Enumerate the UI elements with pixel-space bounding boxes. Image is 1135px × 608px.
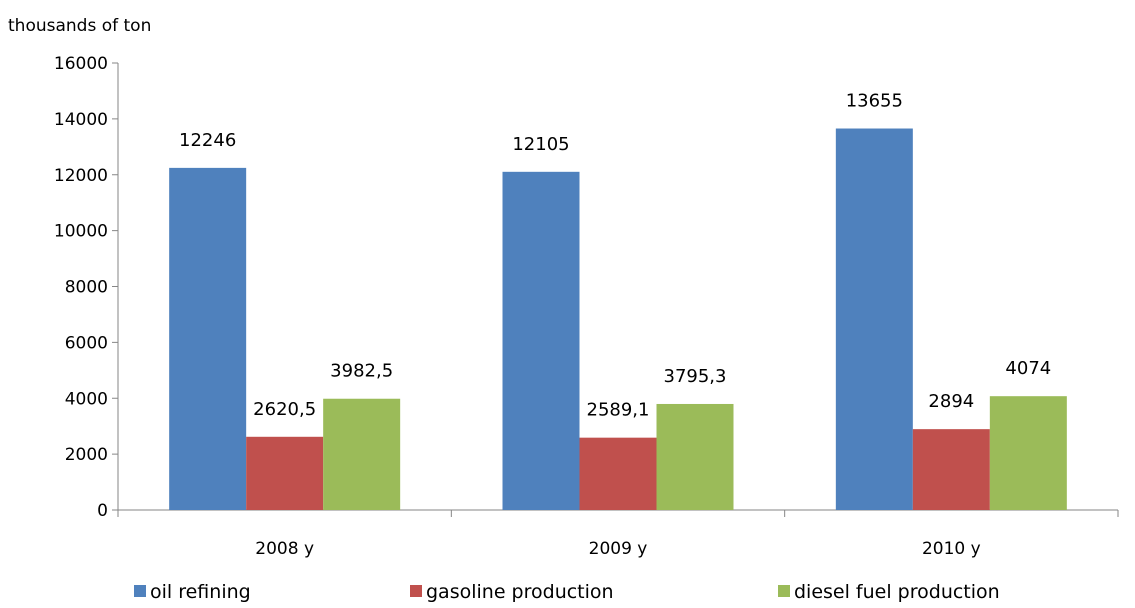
legend-swatch [134, 585, 146, 597]
x-tick-label: 2008 y [255, 539, 314, 559]
x-tick-label: 2009 y [589, 539, 648, 559]
unit-label: thousands of ton [8, 16, 151, 36]
y-tick-label: 6000 [65, 333, 108, 353]
data-label: 12105 [512, 134, 569, 155]
data-label: 2894 [928, 391, 974, 412]
legend: oil refining gasoline production diesel fu… [134, 581, 1000, 603]
y-tick-label: 14000 [54, 110, 108, 130]
bar-2-2 [579, 437, 657, 510]
data-label: 13655 [846, 91, 903, 112]
bar-2-3 [912, 429, 990, 510]
y-tick-label: 4000 [65, 389, 108, 409]
bar-1-2 [502, 171, 580, 510]
bar-3-3 [989, 396, 1067, 510]
bar-1-3 [835, 128, 913, 511]
x-tick-label: 2010 y [922, 539, 981, 559]
y-tick-label: 8000 [65, 278, 108, 298]
bar-1-1 [169, 167, 247, 510]
data-label: 12246 [179, 130, 236, 151]
legend-swatch [778, 585, 790, 597]
data-label: 2620,5 [253, 399, 316, 420]
y-tick-label: 16000 [54, 54, 108, 74]
y-tick-label: 2000 [65, 445, 108, 465]
legend-label: gasoline production [426, 581, 614, 603]
y-tick-label: 12000 [54, 166, 108, 186]
legend-label: oil refining [150, 581, 251, 603]
bar-3-2 [656, 403, 734, 510]
data-label: 4074 [1005, 358, 1051, 379]
data-label: 3982,5 [330, 361, 393, 382]
bar-2-1 [246, 436, 324, 510]
bar-3-1 [323, 398, 401, 510]
legend-label: diesel fuel production [794, 581, 1000, 603]
legend-swatch [410, 585, 422, 597]
y-tick-label: 0 [97, 501, 108, 521]
data-label: 3795,3 [664, 366, 727, 387]
plot-area: 0 2000 4000 6000 8000 10000 12000 14000 16000 200… [54, 54, 1119, 559]
y-tick-label: 10000 [54, 222, 108, 242]
data-label: 2589,1 [587, 400, 650, 421]
